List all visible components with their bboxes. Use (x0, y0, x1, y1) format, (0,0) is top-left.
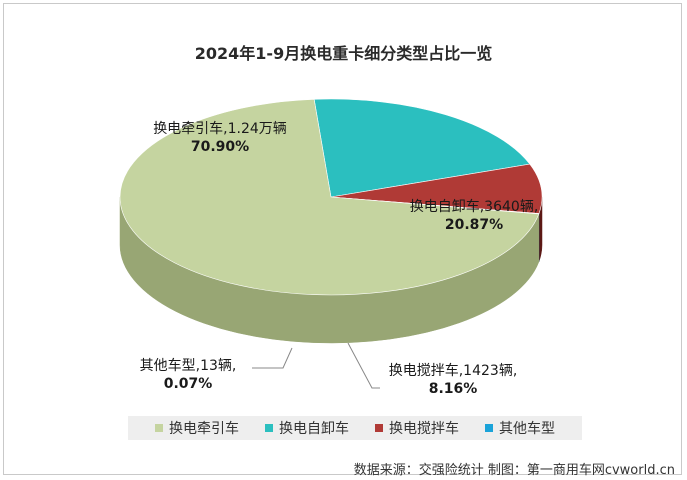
legend-swatch-dump (265, 424, 273, 432)
legend: 换电牵引车 换电自卸车 换电搅拌车 其他车型 (128, 416, 582, 440)
leader-line-other (252, 347, 293, 369)
legend-label-mixer: 换电搅拌车 (389, 421, 459, 437)
legend-item-tractor: 换电牵引车 (155, 418, 239, 438)
legend-swatch-mixer (375, 424, 383, 432)
pie-slice-dump (313, 98, 531, 198)
label-other-name: 其他车型,13辆, (139, 358, 237, 374)
legend-label-dump: 换电自卸车 (279, 421, 349, 437)
legend-item-other: 其他车型 (485, 418, 555, 438)
label-other: 其他车型,13辆, 0.07% (128, 357, 248, 393)
legend-item-mixer: 换电搅拌车 (375, 418, 459, 438)
legend-item-dump: 换电自卸车 (265, 418, 349, 438)
label-dump: 换电自卸车,3640辆, 20.87% (394, 198, 554, 234)
legend-label-tractor: 换电牵引车 (169, 421, 239, 437)
label-dump-percent: 20.87% (444, 217, 504, 233)
chart-title: 2024年1-9月换电重卡细分类型占比一览 (194, 44, 493, 63)
pie-slice-tractor (119, 99, 540, 296)
legend-swatch-tractor (155, 424, 163, 432)
label-tractor-name: 换电牵引车,1.24万辆 (153, 121, 287, 137)
label-mixer-name: 换电搅拌车,1423辆, (388, 363, 518, 379)
label-mixer-percent: 8.16% (428, 381, 478, 397)
leader-line-mixer (347, 342, 380, 389)
label-mixer: 换电搅拌车,1423辆, 8.16% (378, 362, 528, 398)
label-tractor-percent: 70.90% (190, 139, 250, 155)
legend-label-other: 其他车型 (499, 421, 555, 437)
label-dump-name: 换电自卸车,3640辆, (409, 199, 539, 215)
source-note: 数据来源：交强险统计 制图：第一商用车网cvworld.cn (353, 463, 675, 478)
label-tractor: 换电牵引车,1.24万辆 70.90% (120, 120, 320, 156)
label-other-percent: 0.07% (163, 376, 213, 392)
legend-swatch-other (485, 424, 493, 432)
